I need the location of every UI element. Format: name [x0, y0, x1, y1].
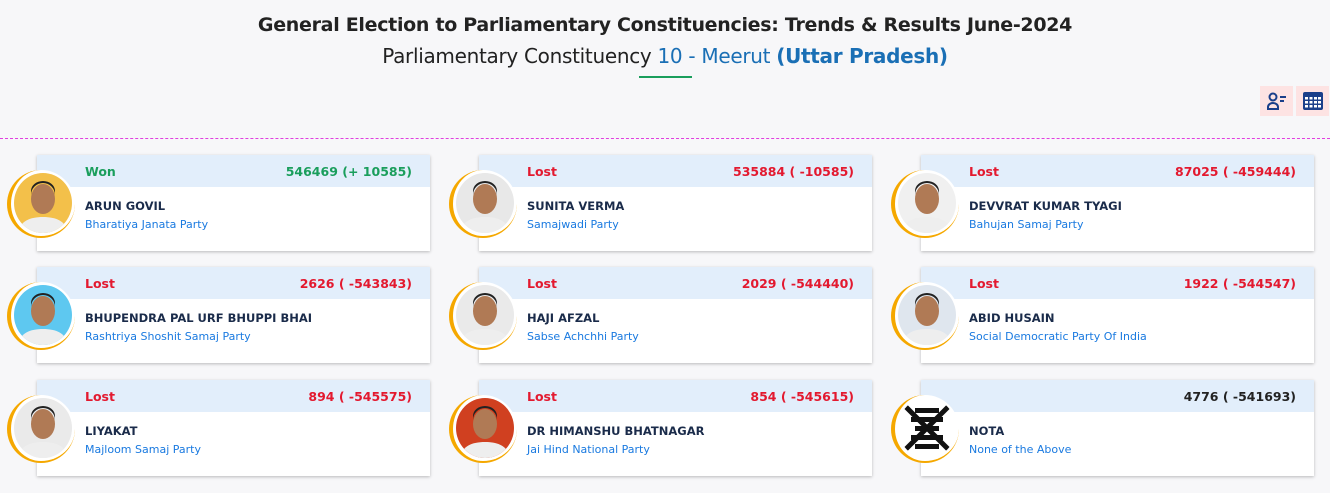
candidate-name: DR HIMANSHU BHATNAGAR	[527, 424, 705, 438]
person-photo-icon	[18, 181, 68, 233]
candidate-photo	[449, 395, 517, 463]
party-name: Jai Hind National Party	[527, 443, 650, 456]
person-photo-icon	[902, 181, 952, 233]
card-header: Lost 87025 ( -459444)	[921, 155, 1314, 187]
party-name: Rashtriya Shoshit Samaj Party	[85, 330, 251, 343]
candidate-photo	[7, 395, 75, 463]
card-header: Lost 2626 ( -543843)	[37, 267, 430, 299]
party-name: Sabse Achchhi Party	[527, 330, 639, 343]
party-name: None of the Above	[969, 443, 1072, 456]
candidate-name: ARUN GOVIL	[85, 199, 166, 213]
vote-count: 87025 ( -459444)	[1175, 163, 1296, 179]
page-subtitle: Parliamentary Constituency 10 - Meerut (…	[0, 44, 1330, 68]
vote-count: 1922 ( -544547)	[1183, 275, 1296, 291]
party-name: Majloom Samaj Party	[85, 443, 201, 456]
candidate-photo	[7, 170, 75, 238]
party-name: Bharatiya Janata Party	[85, 218, 209, 231]
person-photo-icon	[18, 293, 68, 345]
state-name: (Uttar Pradesh)	[776, 44, 948, 68]
candidate-name: BHUPENDRA PAL URF BHUPPI BHAI	[85, 311, 313, 325]
candidate-name: LIYAKAT	[85, 424, 138, 438]
card-header: Lost 2029 ( -544440)	[479, 267, 872, 299]
person-photo-icon	[460, 406, 510, 458]
candidate-photo	[891, 170, 959, 238]
result-status: Lost	[85, 275, 115, 291]
card-header: Lost 1922 ( -544547)	[921, 267, 1314, 299]
card-header: Lost 894 ( -545575)	[37, 380, 430, 412]
candidate-card[interactable]: 4776 ( -541693) NOTA None of the Above	[921, 380, 1314, 476]
result-status: Lost	[969, 163, 999, 179]
candidate-card[interactable]: Lost 2626 ( -543843) BHUPENDRA PAL URF BH…	[37, 267, 430, 363]
candidate-list-icon	[1266, 92, 1286, 110]
vote-count: 535884 ( -10585)	[733, 163, 854, 179]
card-header: 4776 ( -541693)	[921, 380, 1314, 412]
person-photo-icon	[18, 406, 68, 458]
nota-icon	[903, 404, 951, 452]
candidate-card[interactable]: Lost 1922 ( -544547) ABID HUSAIN Social D…	[921, 267, 1314, 363]
party-name: Social Democratic Party Of India	[969, 330, 1147, 343]
candidate-photo	[449, 170, 517, 238]
candidate-name: SUNITA VERMA	[527, 199, 625, 213]
party-name: Bahujan Samaj Party	[969, 218, 1084, 231]
table-view-button[interactable]	[1296, 86, 1329, 116]
candidate-name: ABID HUSAIN	[969, 311, 1055, 325]
candidate-card[interactable]: Lost 894 ( -545575) LIYAKAT Majloom Samaj…	[37, 380, 430, 476]
result-status: Lost	[527, 275, 557, 291]
candidate-card[interactable]: Lost 2029 ( -544440) HAJI AFZAL Sabse Ach…	[479, 267, 872, 363]
candidate-list-button[interactable]	[1260, 86, 1293, 116]
candidate-card[interactable]: Won 546469 (+ 10585) ARUN GOVIL Bharatiya…	[37, 155, 430, 251]
result-status: Won	[85, 163, 116, 179]
vote-count: 546469 (+ 10585)	[285, 163, 412, 179]
page-title: General Election to Parliamentary Consti…	[257, 14, 1073, 36]
candidate-photo	[449, 282, 517, 350]
person-photo-icon	[460, 181, 510, 233]
title-underline	[639, 76, 692, 78]
candidate-card[interactable]: Lost 87025 ( -459444) DEVVRAT KUMAR TYAGI…	[921, 155, 1314, 251]
party-name: Samajwadi Party	[527, 218, 619, 231]
card-header: Lost 535884 ( -10585)	[479, 155, 872, 187]
candidate-photo	[7, 282, 75, 350]
table-icon	[1302, 92, 1323, 110]
vote-count: 894 ( -545575)	[308, 388, 412, 404]
candidate-name: NOTA	[969, 424, 1005, 438]
vote-count: 4776 ( -541693)	[1183, 388, 1296, 404]
person-photo-icon	[902, 293, 952, 345]
candidate-name: DEVVRAT KUMAR TYAGI	[969, 199, 1122, 213]
subtitle-prefix: Parliamentary Constituency	[382, 44, 652, 68]
card-header: Lost 854 ( -545615)	[479, 380, 872, 412]
candidate-card[interactable]: Lost 854 ( -545615) DR HIMANSHU BHATNAGAR…	[479, 380, 872, 476]
vote-count: 2029 ( -544440)	[741, 275, 854, 291]
vote-count: 854 ( -545615)	[750, 388, 854, 404]
result-status: Lost	[969, 275, 999, 291]
candidate-name: HAJI AFZAL	[527, 311, 600, 325]
candidate-card[interactable]: Lost 535884 ( -10585) SUNITA VERMA Samajw…	[479, 155, 872, 251]
result-status: Lost	[527, 388, 557, 404]
constituency-name: 10 - Meerut	[657, 44, 771, 68]
person-photo-icon	[460, 293, 510, 345]
result-status: Lost	[527, 163, 557, 179]
candidate-photo	[891, 282, 959, 350]
candidate-photo	[891, 395, 959, 463]
vote-count: 2626 ( -543843)	[299, 275, 412, 291]
divider	[0, 138, 1330, 139]
card-header: Won 546469 (+ 10585)	[37, 155, 430, 187]
result-status: Lost	[85, 388, 115, 404]
